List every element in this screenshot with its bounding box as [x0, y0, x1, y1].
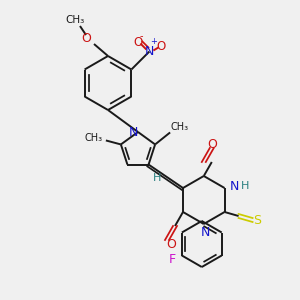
Text: CH₃: CH₃	[65, 15, 85, 25]
Text: F: F	[168, 253, 175, 266]
Text: O: O	[81, 32, 91, 46]
Text: CH₃: CH₃	[85, 134, 103, 143]
Text: +: +	[150, 37, 157, 46]
Text: -: -	[140, 32, 143, 41]
Text: O: O	[134, 36, 143, 49]
Text: N: N	[201, 226, 211, 238]
Text: N: N	[145, 45, 154, 58]
Text: H: H	[153, 173, 161, 183]
Text: N: N	[230, 179, 239, 193]
Text: O: O	[166, 238, 176, 250]
Text: H: H	[240, 181, 249, 191]
Text: S: S	[254, 214, 262, 226]
Text: CH₃: CH₃	[170, 122, 188, 132]
Text: N: N	[128, 125, 138, 139]
Text: O: O	[157, 40, 166, 53]
Text: O: O	[207, 137, 217, 151]
